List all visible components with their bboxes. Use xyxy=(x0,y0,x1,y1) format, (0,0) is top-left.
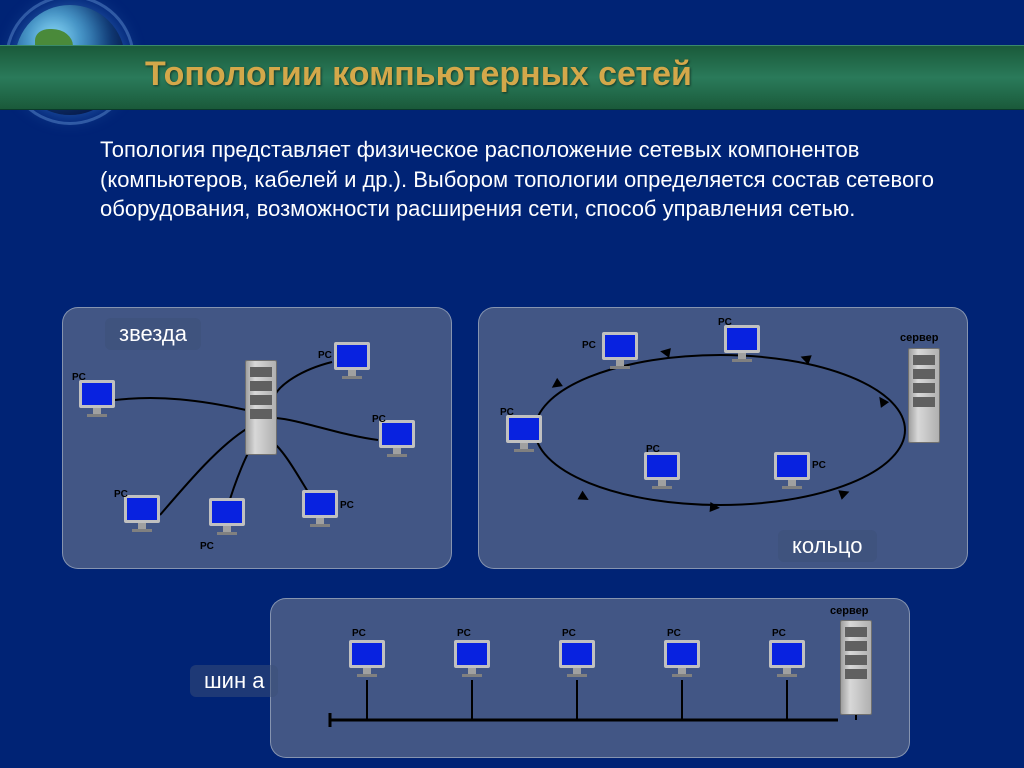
server-icon xyxy=(908,348,940,443)
label-ring: кольцо xyxy=(778,530,877,562)
pc-label: PC xyxy=(318,350,332,361)
pc-label: PC xyxy=(772,628,786,639)
pc-icon xyxy=(660,640,704,684)
pc-label: PC xyxy=(352,628,366,639)
pc-label: PC xyxy=(114,489,128,500)
pc-icon xyxy=(720,325,764,369)
pc-icon xyxy=(375,420,419,464)
pc-label: PC xyxy=(500,407,514,418)
pc-label: PC xyxy=(718,317,732,328)
pc-label: PC xyxy=(646,444,660,455)
server-icon xyxy=(245,360,277,455)
pc-icon xyxy=(765,640,809,684)
pc-label: PC xyxy=(667,628,681,639)
pc-icon xyxy=(345,640,389,684)
pc-label: PC xyxy=(72,372,86,383)
pc-icon xyxy=(120,495,164,539)
pc-icon xyxy=(330,342,374,386)
pc-icon xyxy=(75,380,119,424)
server-label: сервер xyxy=(900,332,938,344)
pc-label: PC xyxy=(200,541,214,552)
pc-label: PC xyxy=(457,628,471,639)
pc-icon xyxy=(598,332,642,376)
pc-icon xyxy=(450,640,494,684)
pc-label: PC xyxy=(562,628,576,639)
server-label: сервер xyxy=(830,605,868,617)
pc-icon xyxy=(770,452,814,496)
server-icon xyxy=(840,620,872,715)
pc-icon xyxy=(502,415,546,459)
pc-label: PC xyxy=(812,460,826,471)
slide-title: Топологии компьютерных сетей xyxy=(145,55,692,94)
pc-label: PC xyxy=(340,500,354,511)
pc-icon xyxy=(205,498,249,542)
body-paragraph: Топология представляет физическое распол… xyxy=(100,135,964,224)
pc-icon xyxy=(298,490,342,534)
pc-icon xyxy=(640,452,684,496)
pc-label: PC xyxy=(582,340,596,351)
pc-icon xyxy=(555,640,599,684)
pc-label: PC xyxy=(372,414,386,425)
label-star: звезда xyxy=(105,318,201,350)
label-bus: шин а xyxy=(190,665,278,697)
